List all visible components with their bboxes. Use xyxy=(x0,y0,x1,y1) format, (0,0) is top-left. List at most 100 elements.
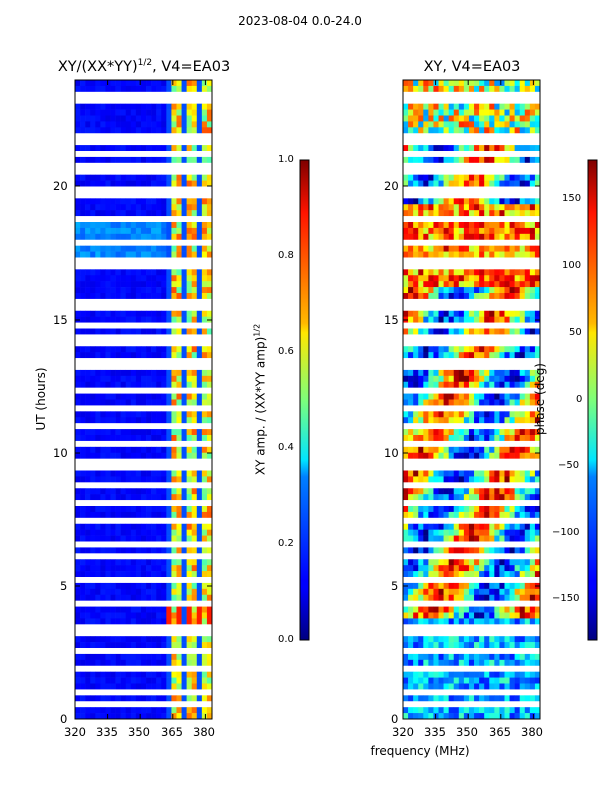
right-heatmap-cell xyxy=(514,659,520,667)
right-heatmap-cell xyxy=(433,198,439,205)
right-heatmap-cell xyxy=(489,375,495,383)
left-heatmap-cell xyxy=(166,287,172,294)
left-heatmap-cell xyxy=(90,506,96,513)
right-heatmap-cell xyxy=(504,375,510,383)
right-heatmap-cell xyxy=(443,121,449,128)
left-heatmap-cell xyxy=(120,642,127,649)
left-heatmap-cell xyxy=(75,133,212,140)
left-heatmap-cell xyxy=(110,222,116,229)
right-heatmap-cell xyxy=(463,571,470,578)
right-heatmap-cell xyxy=(494,529,500,536)
right-heatmap-cell xyxy=(479,535,485,542)
right-heatmap-cell xyxy=(468,429,475,436)
right-heatmap-cell xyxy=(463,103,470,110)
left-heatmap-cell xyxy=(206,547,213,554)
right-heatmap-cell xyxy=(479,375,485,383)
left-heatmap-cell xyxy=(161,594,167,601)
left-heatmap-cell xyxy=(75,707,81,714)
right-heatmap-cell xyxy=(484,523,490,530)
right-heatmap-cell xyxy=(433,636,439,643)
left-heatmap-cell xyxy=(186,594,192,601)
left-heatmap-cell xyxy=(90,559,96,566)
right-heatmap-cell xyxy=(514,210,520,217)
right-heatmap-cell xyxy=(413,251,419,258)
left-heatmap-cell xyxy=(110,618,116,625)
right-heatmap-cell xyxy=(519,707,526,714)
right-heatmap-cell xyxy=(484,713,490,720)
left-heatmap-cell xyxy=(186,369,192,377)
right-heatmap-cell xyxy=(408,245,414,252)
left-heatmap-cell xyxy=(186,233,192,241)
left-heatmap-cell xyxy=(201,204,208,211)
left-heatmap-cell xyxy=(166,535,172,542)
right-heatmap-cell xyxy=(448,328,455,335)
right-heatmap-cell xyxy=(463,281,470,288)
right-heatmap-cell xyxy=(489,198,495,205)
right-heatmap-cell xyxy=(468,594,475,601)
right-heatmap-cell xyxy=(458,547,465,554)
left-heatmap-cell xyxy=(146,381,152,388)
right-heatmap-cell xyxy=(514,369,520,377)
left-heatmap-cell xyxy=(85,653,91,661)
left-heatmap-cell xyxy=(151,523,157,530)
right-heatmap-cell xyxy=(433,381,439,388)
left-heatmap-cell xyxy=(90,588,96,596)
right-heatmap-cell xyxy=(524,222,531,229)
left-heatmap-cell xyxy=(181,618,187,625)
left-heatmap-cell xyxy=(85,671,91,678)
left-heatmap-cell xyxy=(181,287,187,294)
left-heatmap-cell xyxy=(75,435,81,442)
right-heatmap-cell xyxy=(413,109,419,116)
right-heatmap-cell xyxy=(494,452,500,459)
left-heatmap-cell xyxy=(95,653,101,661)
left-heatmap-cell xyxy=(105,565,111,572)
left-heatmap-cell xyxy=(85,535,91,542)
left-heatmap-cell xyxy=(115,565,121,572)
left-heatmap-cell xyxy=(95,287,101,294)
right-ytick-0: 0 xyxy=(391,712,399,726)
left-heatmap-cell xyxy=(196,198,203,205)
left-heatmap-cell xyxy=(140,269,147,276)
left-heatmap-cell xyxy=(115,411,121,418)
left-heatmap-cell xyxy=(206,145,213,152)
left-heatmap-cell xyxy=(186,582,192,590)
right-heatmap-cell xyxy=(524,399,531,406)
left-heatmap-cell xyxy=(171,352,177,359)
left-heatmap-cell xyxy=(191,121,198,128)
right-heatmap-cell xyxy=(504,535,510,542)
right-heatmap-cell xyxy=(494,506,500,513)
right-heatmap-cell xyxy=(438,506,444,513)
right-heatmap-cell xyxy=(408,677,414,684)
right-heatmap-cell xyxy=(479,677,485,684)
right-heatmap-cell xyxy=(408,535,414,542)
left-heatmap-cell xyxy=(151,618,157,625)
left-heatmap-cell xyxy=(90,80,96,87)
left-heatmap-cell xyxy=(120,417,127,424)
left-heatmap-cell xyxy=(90,476,96,483)
left-heatmap-cell xyxy=(100,310,106,317)
left-heatmap-cell xyxy=(75,405,212,412)
right-heatmap-cell xyxy=(509,222,515,229)
left-heatmap-cell xyxy=(206,156,213,164)
right-heatmap-cell xyxy=(468,269,475,276)
left-heatmap-cell xyxy=(140,417,147,424)
right-heatmap-cell xyxy=(438,653,444,661)
right-heatmap-cell xyxy=(489,316,495,323)
right-heatmap-cell xyxy=(458,417,465,424)
left-heatmap-cell xyxy=(120,523,127,530)
right-heatmap-cell xyxy=(519,275,526,282)
right-heatmap-cell xyxy=(474,346,480,353)
left-heatmap-cell xyxy=(125,671,132,678)
right-heatmap-cell xyxy=(418,594,424,601)
right-heatmap-cell xyxy=(453,606,460,613)
right-heatmap-cell xyxy=(448,121,455,128)
left-heatmap-cell xyxy=(120,511,127,519)
left-heatmap-cell xyxy=(161,174,167,181)
left-heatmap-cell xyxy=(80,393,86,400)
left-heatmap-cell xyxy=(186,346,192,353)
left-heatmap-cell xyxy=(80,198,86,205)
left-ytick-15: 15 xyxy=(53,313,68,327)
right-heatmap-cell xyxy=(423,381,429,388)
left-heatmap-cell xyxy=(206,683,213,690)
left-heatmap-cell xyxy=(75,381,81,388)
